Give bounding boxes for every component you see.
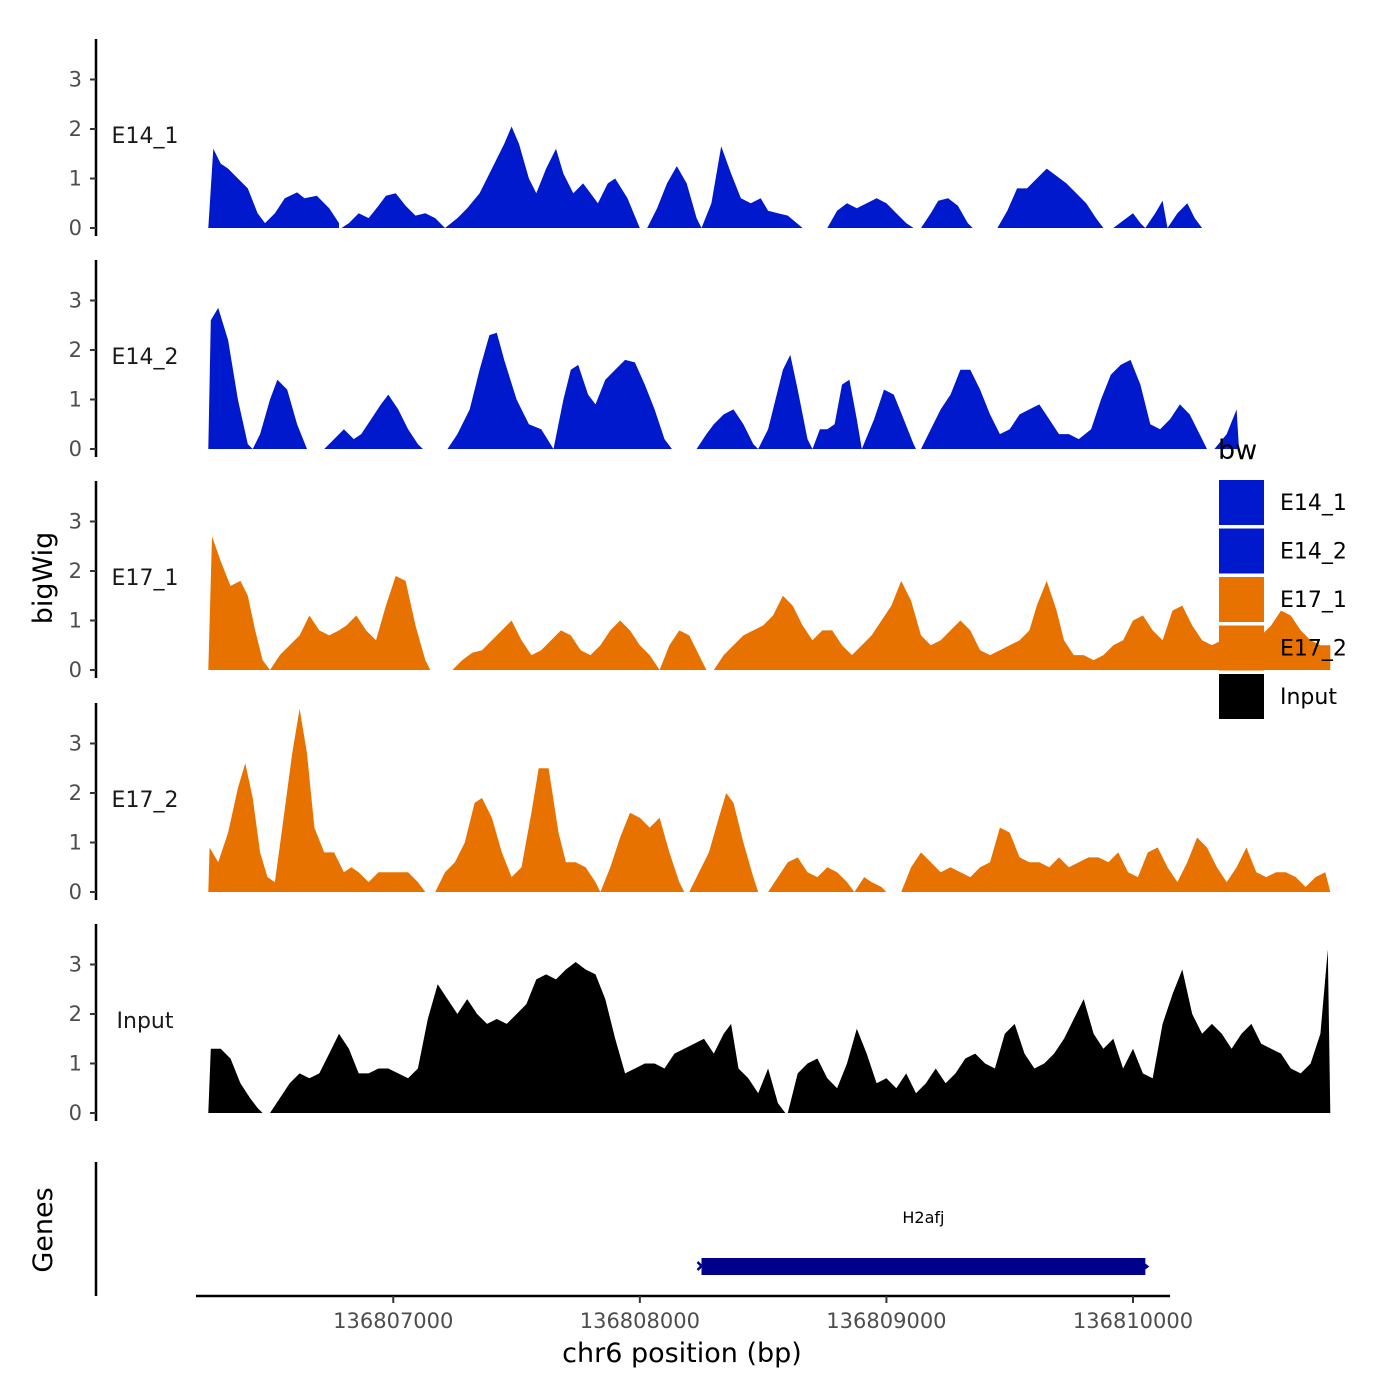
y-tick-label: 1 <box>69 831 82 855</box>
legend-swatch <box>1219 577 1264 622</box>
y-tick-label: 3 <box>69 732 82 756</box>
signal-tracks: 0 1 2 3 E14_1 0 1 2 3 E14_2 0 1 2 3 E17_1 0 1 2 3 E17_2 0 1 2 3… <box>69 39 1331 1125</box>
signal-area-e14-2-6 <box>696 409 759 449</box>
signal-area-e14-2-4 <box>447 332 554 449</box>
signal-area-e14-1-4 <box>647 166 702 228</box>
signal-area-e17-2-1 <box>208 708 426 892</box>
gene-strand-arrow <box>1143 1262 1150 1271</box>
y-tick-label: 1 <box>69 609 82 633</box>
y-tick-label: 3 <box>69 953 82 977</box>
track-label: E14_2 <box>112 345 179 370</box>
signal-area-e14-1-10 <box>1167 203 1203 228</box>
track-label: E17_1 <box>112 566 179 591</box>
track-e14-1: 0 1 2 3 E14_1 <box>69 39 1203 240</box>
x-tick-label: 136810000 <box>1073 1309 1193 1333</box>
signal-area-e17-2-4 <box>689 793 759 892</box>
y-tick-label: 2 <box>69 1002 82 1026</box>
y-tick-label: 2 <box>69 781 82 805</box>
legend-label: E17_1 <box>1280 588 1347 613</box>
signal-area-e17-1-2 <box>270 576 431 670</box>
legend-label: Input <box>1280 685 1337 710</box>
legend-item-e14-1: E14_1 <box>1219 480 1347 525</box>
signal-area-e17-2-5 <box>768 857 855 892</box>
y-tick-label: 0 <box>69 216 82 240</box>
track-label: E14_1 <box>112 124 179 149</box>
y-tick-label: 0 <box>69 658 82 682</box>
legend: bw E14_1 E14_2 E17_1 E17_2 Input <box>1218 435 1347 719</box>
genes-track: Genes H2afj <box>28 1162 1150 1296</box>
legend-title: bw <box>1218 435 1257 466</box>
signal-area-e17-2-2 <box>435 768 601 892</box>
signal-area-input-2 <box>270 962 786 1113</box>
signal-area-e14-2-11 <box>1214 409 1239 449</box>
signal-area-e14-2-7 <box>758 354 813 449</box>
y-tick-label: 2 <box>69 559 82 583</box>
signal-area-e14-2-5 <box>553 359 672 449</box>
signal-area-input-1 <box>208 1048 263 1113</box>
gene-body-h2afj <box>701 1258 1146 1275</box>
track-input: 0 1 2 3 Input <box>69 924 1331 1125</box>
track-e14-2: 0 1 2 3 E14_2 <box>69 260 1239 461</box>
signal-area-e14-1-5 <box>701 146 803 228</box>
signal-area-e17-1-5 <box>713 580 1331 670</box>
legend-item-e17-1: E17_1 <box>1219 577 1347 622</box>
signal-area-e14-2-9 <box>861 389 916 449</box>
legend-item-e14-2: E14_2 <box>1219 528 1347 574</box>
legend-label: E14_1 <box>1280 491 1347 516</box>
signal-area-e14-2-3 <box>324 394 423 449</box>
legend-label: E14_2 <box>1280 540 1347 565</box>
legend-item-e17-2: E17_2 <box>1219 625 1347 671</box>
track-e17-1: 0 1 2 3 E17_1 <box>69 481 1331 682</box>
signal-area-e17-2-6 <box>854 877 887 892</box>
y-tick-label: 2 <box>69 338 82 362</box>
signal-area-e17-1-3 <box>452 620 660 670</box>
signal-area-e14-1-1 <box>208 148 339 228</box>
y-tick-label: 0 <box>69 880 82 904</box>
y-tick-label: 3 <box>69 289 82 313</box>
y-tick-label: 2 <box>69 117 82 141</box>
x-tick-label: 136807000 <box>333 1309 453 1333</box>
signal-area-e17-2-3 <box>600 812 685 892</box>
signal-area-e17-2-7 <box>901 827 1331 892</box>
track-label: Input <box>117 1009 174 1034</box>
track-e17-2: 0 1 2 3 E17_2 <box>69 703 1331 904</box>
signal-area-e14-2-10 <box>921 359 1207 449</box>
legend-label: E17_2 <box>1280 637 1347 662</box>
y-tick-label: 1 <box>69 167 82 191</box>
x-axis: 136807000 136808000 136809000 136810000 <box>196 1294 1193 1333</box>
signal-area-e14-2-1 <box>208 307 253 449</box>
signal-area-e14-1-8 <box>997 168 1104 228</box>
signal-area-e14-2-2 <box>252 379 307 449</box>
y-tick-label: 1 <box>69 1052 82 1076</box>
x-tick-label: 136809000 <box>826 1309 946 1333</box>
legend-swatch <box>1219 528 1264 574</box>
legend-swatch <box>1219 674 1264 719</box>
y-axis-title: bigWig <box>28 532 59 625</box>
track-label: E17_2 <box>112 788 179 813</box>
y-tick-label: 3 <box>69 68 82 92</box>
signal-area-e14-2-8 <box>812 379 862 449</box>
signal-area-e14-1-2 <box>341 193 445 228</box>
y-tick-label: 1 <box>69 388 82 412</box>
signal-area-e14-1-9 <box>1113 200 1168 228</box>
y-tick-label: 3 <box>69 510 82 534</box>
x-tick-label: 136808000 <box>580 1309 700 1333</box>
signal-area-input-3 <box>787 949 1331 1113</box>
signal-area-e14-1-6 <box>827 198 914 228</box>
legend-swatch <box>1219 625 1264 671</box>
legend-item-input: Input <box>1219 674 1337 719</box>
gene-start-marker <box>696 1261 707 1271</box>
gene-label: H2afj <box>902 1208 944 1227</box>
legend-swatch <box>1219 480 1264 525</box>
genes-track-title: Genes <box>28 1187 59 1272</box>
signal-area-e14-1-3 <box>445 126 640 228</box>
signal-area-e17-1-4 <box>659 630 707 670</box>
signal-area-e14-1-7 <box>921 198 973 228</box>
signal-area-e17-1-1 <box>208 536 270 670</box>
y-tick-label: 0 <box>69 437 82 461</box>
x-axis-title: chr6 position (bp) <box>562 1338 802 1369</box>
y-tick-label: 0 <box>69 1101 82 1125</box>
